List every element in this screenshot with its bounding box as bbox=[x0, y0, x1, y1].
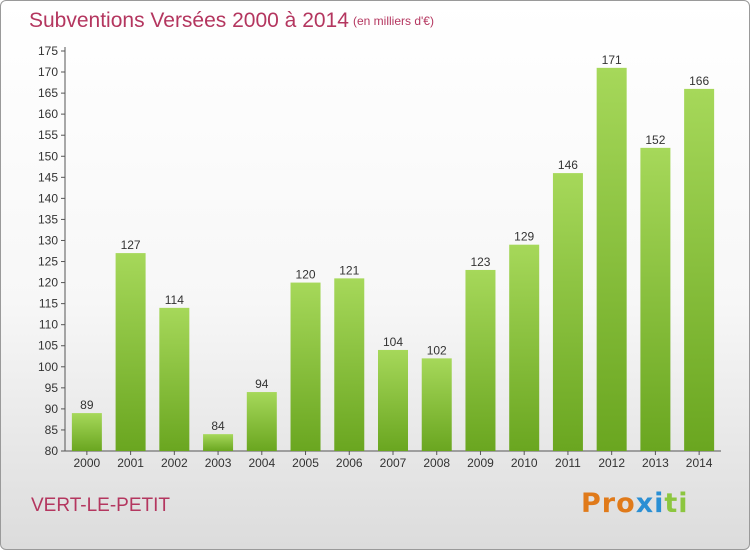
x-tick-label: 2001 bbox=[117, 456, 144, 470]
x-tick-label: 2007 bbox=[380, 456, 407, 470]
y-tick-label: 80 bbox=[45, 444, 59, 458]
bar-value-label: 120 bbox=[296, 268, 316, 282]
bar-value-label: 171 bbox=[602, 53, 622, 67]
proxiti-logo: Proxiti bbox=[581, 488, 689, 519]
bar bbox=[246, 392, 277, 451]
bar bbox=[509, 244, 540, 451]
bar bbox=[640, 147, 671, 451]
y-tick-label: 145 bbox=[38, 170, 58, 184]
bar bbox=[115, 253, 146, 451]
logo-letter: x bbox=[635, 488, 655, 519]
bar-value-label: 152 bbox=[645, 133, 665, 147]
y-tick-label: 165 bbox=[38, 86, 58, 100]
y-tick-label: 160 bbox=[38, 107, 58, 121]
logo-letter: P bbox=[581, 488, 602, 519]
bar-value-label: 84 bbox=[211, 419, 225, 433]
x-tick-label: 2005 bbox=[292, 456, 319, 470]
y-tick-label: 95 bbox=[45, 381, 59, 395]
logo-letter: i bbox=[654, 488, 665, 519]
bar bbox=[684, 88, 715, 451]
y-tick-label: 115 bbox=[39, 297, 58, 311]
logo-letter: r bbox=[601, 488, 617, 519]
bar-value-label: 127 bbox=[121, 238, 141, 252]
x-tick-label: 2012 bbox=[598, 456, 625, 470]
bar-value-label: 102 bbox=[427, 343, 447, 357]
x-tick-label: 2011 bbox=[555, 456, 581, 470]
bar-value-label: 104 bbox=[383, 335, 403, 349]
x-tick-label: 2010 bbox=[511, 456, 538, 470]
y-tick-label: 130 bbox=[38, 233, 58, 247]
x-tick-label: 2000 bbox=[74, 456, 101, 470]
y-tick-label: 90 bbox=[45, 402, 59, 416]
bar-value-label: 89 bbox=[80, 398, 94, 412]
y-tick-label: 155 bbox=[38, 128, 58, 142]
x-tick-label: 2004 bbox=[248, 456, 275, 470]
bar bbox=[334, 278, 365, 451]
y-tick-label: 140 bbox=[38, 191, 58, 205]
logo-letter: t bbox=[664, 488, 679, 519]
x-tick-label: 2013 bbox=[642, 456, 669, 470]
bar bbox=[203, 434, 234, 451]
chart-title: Subventions Versées 2000 à 2014 bbox=[29, 9, 349, 32]
logo-letter: o bbox=[616, 488, 636, 519]
y-tick-label: 125 bbox=[38, 255, 58, 269]
bar-value-label: 94 bbox=[255, 377, 269, 391]
x-tick-label: 2003 bbox=[205, 456, 232, 470]
y-tick-label: 120 bbox=[38, 276, 58, 290]
bar bbox=[552, 173, 583, 451]
bar-value-label: 114 bbox=[165, 293, 184, 307]
y-tick-label: 175 bbox=[38, 44, 58, 58]
bar bbox=[71, 413, 102, 451]
bar-value-label: 166 bbox=[689, 74, 709, 88]
y-tick-label: 150 bbox=[38, 149, 58, 163]
bar bbox=[465, 269, 496, 451]
y-tick-label: 100 bbox=[38, 360, 58, 374]
x-tick-label: 2002 bbox=[161, 456, 188, 470]
y-tick-label: 170 bbox=[38, 65, 58, 79]
bar-value-label: 123 bbox=[470, 255, 490, 269]
x-tick-label: 2008 bbox=[423, 456, 450, 470]
bar-value-label: 146 bbox=[558, 158, 578, 172]
bar bbox=[290, 282, 321, 451]
x-tick-label: 2014 bbox=[686, 456, 713, 470]
commune-name: VERT-LE-PETIT bbox=[31, 495, 171, 516]
y-tick-label: 110 bbox=[39, 318, 58, 332]
bar-value-label: 129 bbox=[514, 230, 534, 244]
x-tick-label: 2009 bbox=[467, 456, 494, 470]
y-tick-label: 105 bbox=[38, 339, 58, 353]
units-label: (en milliers d'€) bbox=[353, 14, 434, 28]
bar-value-label: 121 bbox=[339, 263, 359, 277]
x-tick-label: 2006 bbox=[336, 456, 363, 470]
y-tick-label: 135 bbox=[38, 212, 58, 226]
logo-letter: i bbox=[678, 488, 689, 519]
bar bbox=[159, 307, 190, 451]
y-tick-label: 85 bbox=[45, 423, 59, 437]
bar bbox=[378, 349, 408, 451]
bar bbox=[596, 67, 627, 451]
bar bbox=[421, 358, 452, 451]
